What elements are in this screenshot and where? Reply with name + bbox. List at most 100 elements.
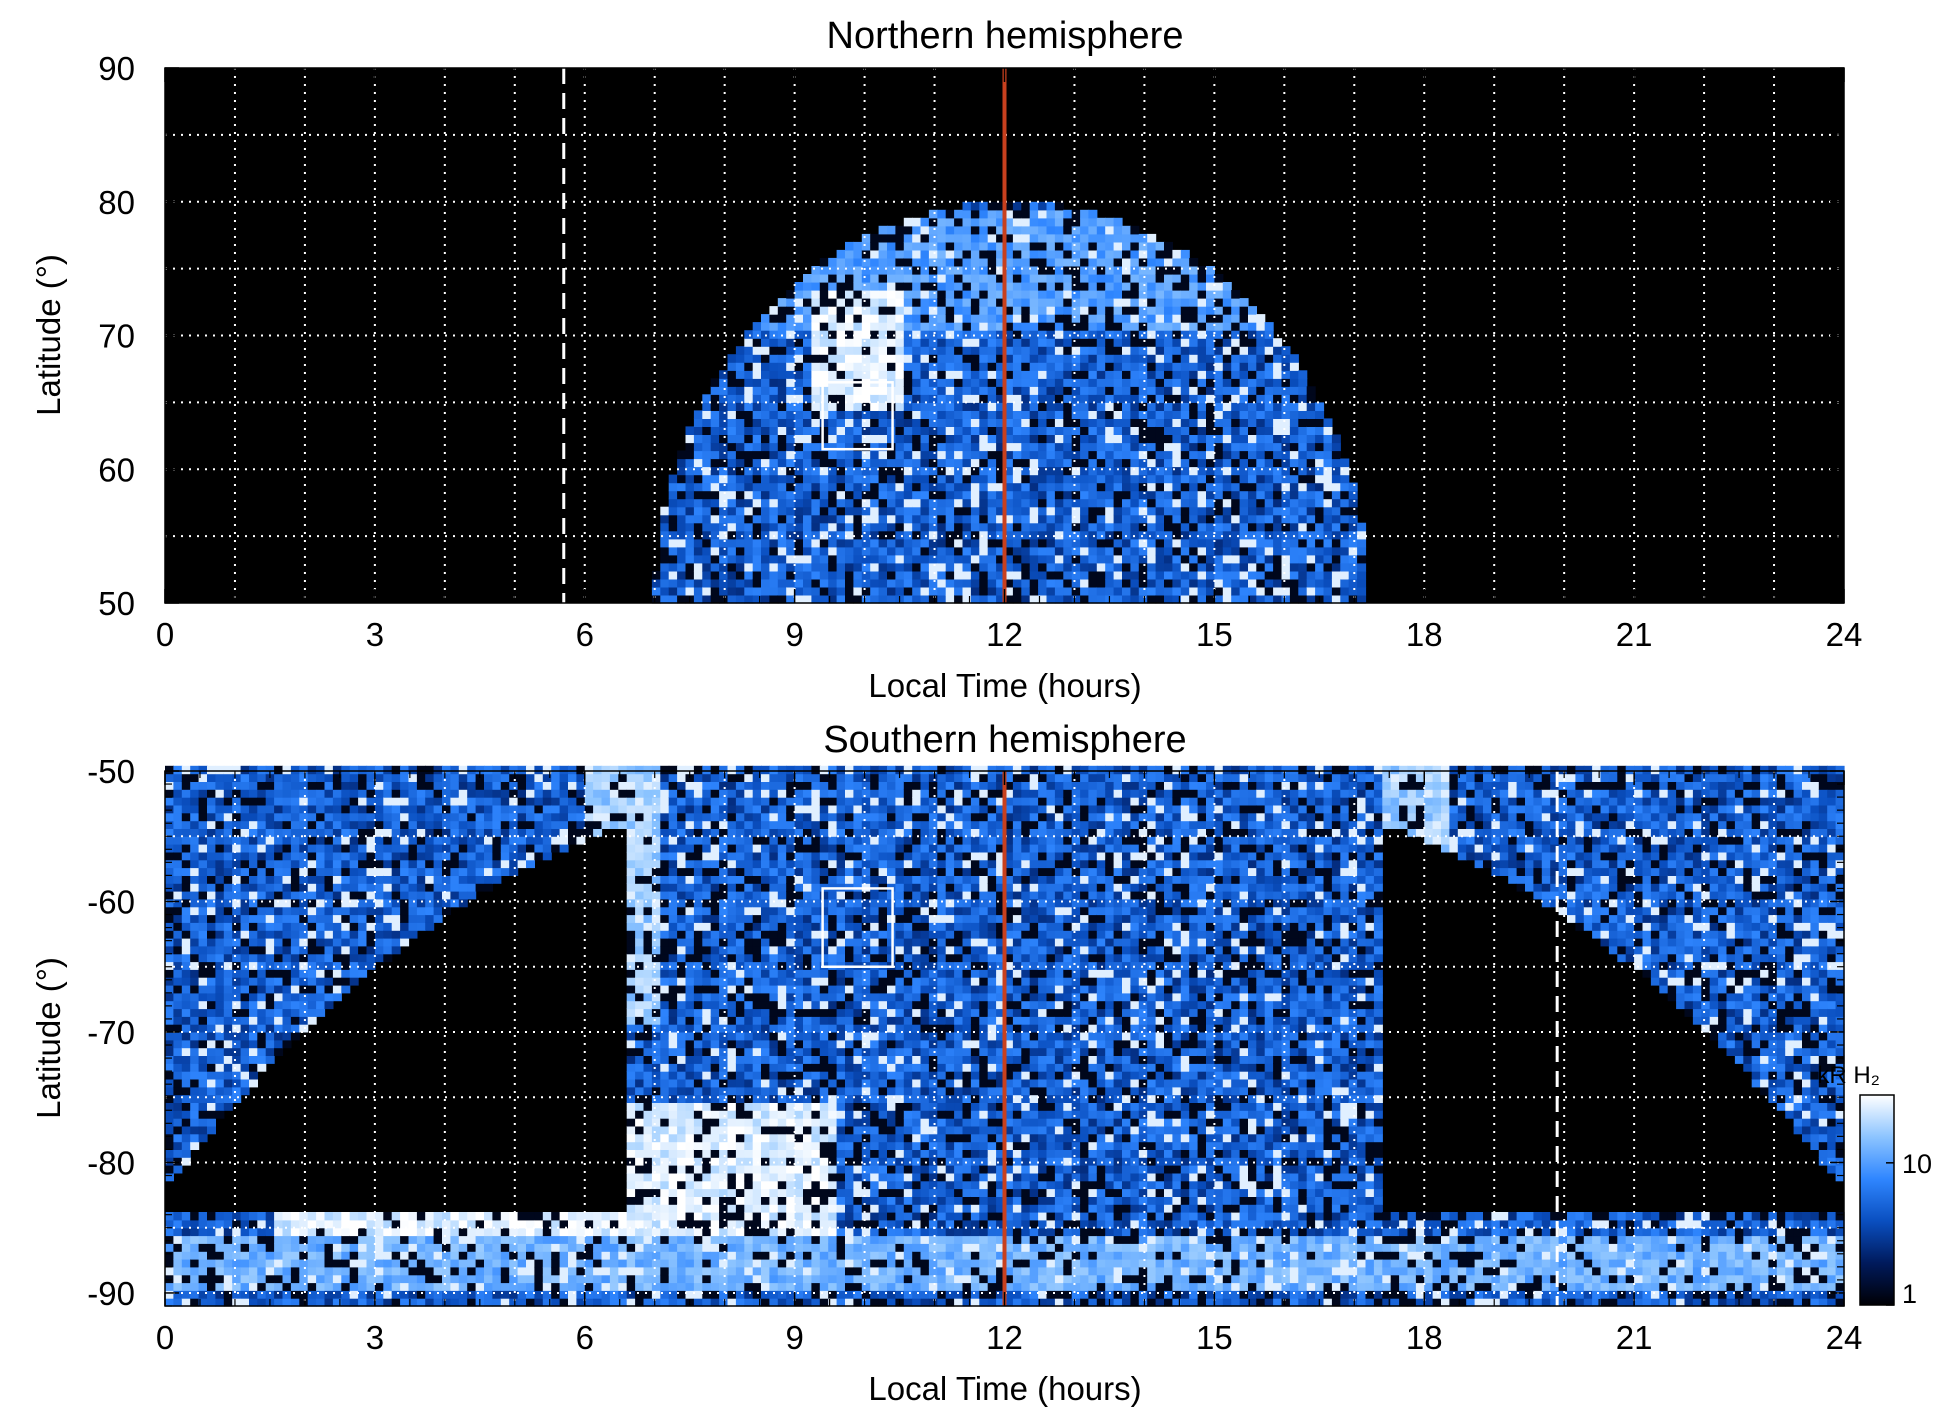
intensity-cell (1080, 474, 1090, 484)
intensity-cell (223, 1102, 233, 1111)
intensity-cell (845, 498, 854, 508)
intensity-cell (1071, 274, 1081, 283)
intensity-cell (1331, 434, 1341, 444)
intensity-cell (299, 969, 309, 978)
intensity-cell (719, 490, 729, 500)
intensity-cell (274, 773, 284, 782)
intensity-cell (702, 578, 712, 588)
intensity-cell (349, 1235, 359, 1244)
intensity-cell (1088, 322, 1098, 331)
intensity-cell (190, 867, 200, 876)
intensity-cell (1138, 314, 1148, 323)
intensity-cell (249, 867, 258, 876)
intensity-cell (1029, 257, 1039, 267)
intensity-cell (232, 804, 242, 814)
intensity-cell (165, 1110, 174, 1119)
intensity-cell (1256, 426, 1266, 435)
intensity-cell (232, 1024, 242, 1033)
intensity-cell (853, 530, 863, 540)
intensity-cell (1046, 322, 1056, 331)
intensity-cell (1164, 578, 1173, 588)
intensity-cell (920, 578, 930, 588)
intensity-cell (752, 418, 762, 427)
intensity-cell (215, 875, 225, 884)
intensity-cell (1273, 458, 1283, 468)
intensity-cell (1063, 474, 1073, 484)
intensity-cell (727, 458, 737, 468)
intensity-cell (223, 1000, 233, 1010)
intensity-cell (190, 789, 200, 798)
intensity-cell (845, 410, 854, 419)
intensity-cell (1315, 434, 1325, 444)
intensity-cell (970, 346, 980, 355)
intensity-cell (685, 426, 695, 435)
intensity-cell (1046, 217, 1056, 227)
intensity-cell (735, 482, 745, 492)
intensity-cell (1164, 458, 1173, 468)
intensity-cell (744, 362, 754, 371)
intensity-cell (693, 506, 703, 516)
intensity-cell (1155, 458, 1165, 468)
intensity-cell (383, 1243, 393, 1252)
intensity-cell (400, 906, 410, 916)
intensity-cell (299, 867, 309, 876)
intensity-cell (761, 482, 770, 492)
intensity-cell (1088, 450, 1098, 460)
intensity-cell (257, 945, 267, 955)
intensity-cell (970, 201, 980, 211)
intensity-cell (719, 538, 729, 548)
intensity-cell (945, 266, 955, 275)
intensity-cell (173, 1032, 183, 1041)
intensity-cell (181, 1141, 191, 1150)
intensity-cell (828, 546, 838, 556)
intensity-cell (366, 828, 376, 837)
intensity-cell (962, 562, 972, 572)
intensity-cell (920, 233, 930, 243)
intensity-cell (1021, 306, 1031, 315)
intensity-cell (307, 789, 317, 798)
intensity-cell (920, 434, 930, 444)
intensity-cell (198, 1047, 208, 1056)
intensity-cell (165, 883, 174, 892)
intensity-cell (1164, 410, 1173, 419)
intensity-cell (861, 410, 871, 419)
intensity-cell (1088, 298, 1098, 307)
intensity-cell (324, 1266, 334, 1276)
intensity-cell (223, 765, 233, 775)
intensity-cell (903, 498, 913, 508)
intensity-cell (744, 474, 754, 484)
intensity-cell (1080, 217, 1090, 227)
intensity-cell (316, 938, 326, 947)
intensity-cell (1164, 290, 1173, 299)
intensity-cell (744, 595, 754, 604)
intensity-cell (400, 828, 410, 837)
intensity-cell (1080, 386, 1090, 395)
intensity-cell (383, 1274, 393, 1284)
intensity-cell (1071, 530, 1081, 540)
intensity-cell (190, 1141, 200, 1150)
intensity-cell (290, 1000, 300, 1010)
intensity-cell (349, 1212, 359, 1221)
intensity-cell (1122, 595, 1131, 604)
intensity-cell (1054, 538, 1064, 548)
intensity-cell (1164, 538, 1173, 548)
intensity-cell (828, 595, 838, 604)
intensity-cell (970, 298, 980, 307)
intensity-cell (1105, 314, 1115, 323)
intensity-cell (954, 442, 964, 452)
intensity-cell (1088, 282, 1098, 291)
intensity-cell (1231, 338, 1241, 347)
intensity-cell (223, 1282, 233, 1291)
intensity-cell (870, 474, 880, 484)
intensity-cell (1298, 482, 1308, 492)
intensity-cell (1331, 490, 1341, 500)
intensity-cell (299, 1298, 309, 1307)
intensity-cell (861, 546, 871, 556)
intensity-cell (1021, 322, 1031, 331)
intensity-cell (1021, 434, 1031, 444)
intensity-cell (198, 875, 208, 884)
intensity-cell (282, 961, 292, 970)
intensity-cell (1147, 298, 1157, 307)
intensity-cell (232, 914, 242, 923)
